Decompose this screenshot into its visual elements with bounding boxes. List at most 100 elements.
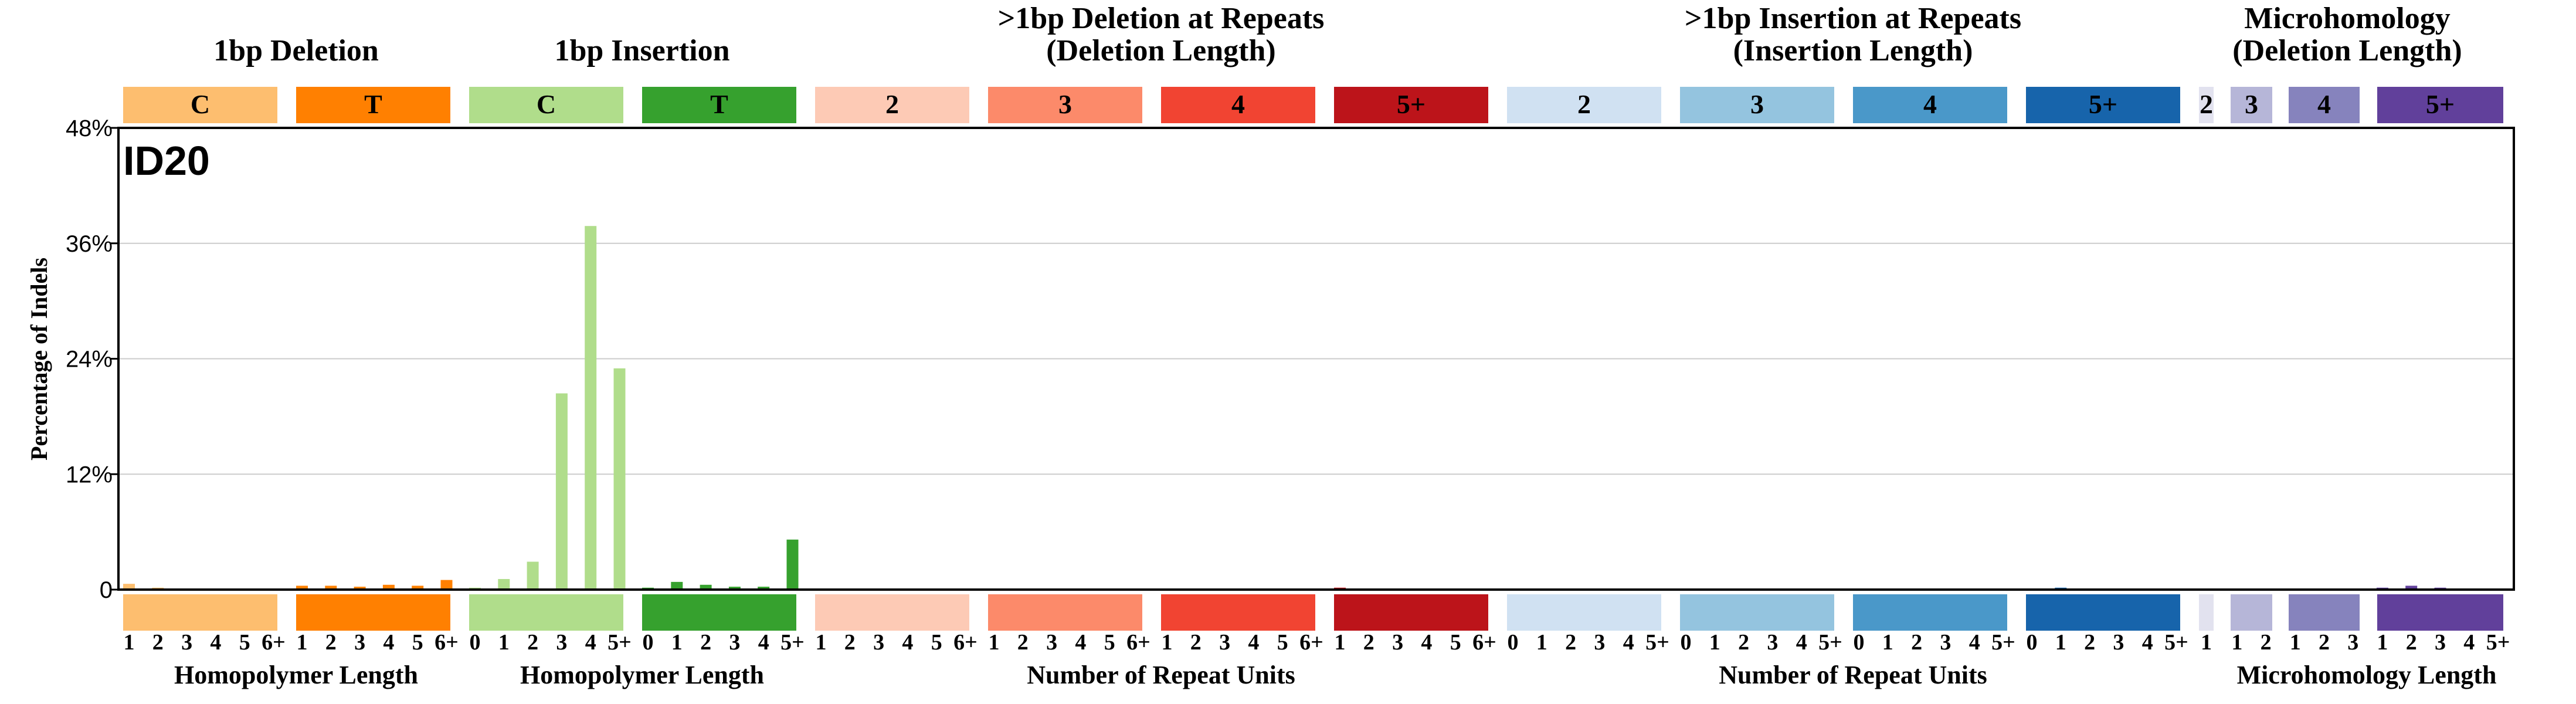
bottom-category-strips — [123, 594, 2503, 631]
group-headers: 1bp Deletion 1bp Insertion >1bp Deletion a… — [213, 2, 2462, 67]
x-axis-label: Homopolymer Length — [520, 661, 764, 689]
top-strip-4-0 — [2199, 87, 2214, 123]
y-tick-labels: 0 12% 24% 36% 48% — [66, 116, 118, 603]
x-tick-label: 2 — [1738, 630, 1749, 655]
x-tick-label: 0 — [1681, 630, 1692, 655]
x-axis-label: Number of Repeat Units — [1027, 661, 1295, 689]
x-tick-label: 5 — [412, 630, 423, 655]
bars — [123, 226, 2504, 590]
x-axis-label: Number of Repeat Units — [1719, 661, 1987, 689]
x-tick-label: 3 — [1219, 630, 1230, 655]
x-tick-label: 0 — [470, 630, 481, 655]
group-title: 1bp Deletion — [213, 34, 379, 67]
x-tick-label: 4 — [1796, 630, 1807, 655]
top-strip-4-1 — [2231, 87, 2272, 123]
top-strip-label: 5+ — [1397, 89, 1426, 119]
top-strip-label: 5+ — [2089, 89, 2117, 119]
top-strip-label: T — [364, 89, 382, 119]
x-tick-label: 5+ — [1818, 630, 1842, 655]
x-tick-label: 1 — [2231, 630, 2242, 655]
x-tick-label: 6+ — [1299, 630, 1323, 655]
x-tick-label: 4 — [2142, 630, 2153, 655]
x-tick-label: 1 — [816, 630, 827, 655]
x-tick-label: 5+ — [2164, 630, 2188, 655]
x-tick-label: 4 — [1623, 630, 1634, 655]
x-axis-label: Microhomology Length — [2237, 661, 2497, 689]
x-tick-label: 2 — [152, 630, 164, 655]
top-strip-label: 5+ — [2426, 89, 2455, 119]
x-tick-label: 5 — [239, 630, 250, 655]
bar — [498, 578, 510, 590]
bar — [585, 226, 597, 590]
x-tick-label: 4 — [383, 630, 394, 655]
x-tick-label: 4 — [902, 630, 913, 655]
x-tick-label: 2 — [1363, 630, 1374, 655]
bottom-strip-2-2 — [1161, 594, 1315, 631]
top-strip-0-0 — [123, 87, 277, 123]
bottom-strip-3-0 — [1507, 594, 1661, 631]
x-tick-label: 0 — [2027, 630, 2038, 655]
top-strip-1-1 — [642, 87, 796, 123]
x-tick-label: 1 — [1536, 630, 1547, 655]
x-tick-label: 3 — [1046, 630, 1057, 655]
top-strip-label: T — [710, 89, 728, 119]
group-title: 1bp Insertion — [554, 34, 729, 67]
x-tick-label: 2 — [700, 630, 711, 655]
top-strip-3-0 — [1507, 87, 1661, 123]
x-tick-label: 2 — [527, 630, 538, 655]
x-tick-label: 3 — [1940, 630, 1951, 655]
x-tick-label: 5+ — [780, 630, 805, 655]
x-tick-label: 4 — [758, 630, 769, 655]
x-tick-label: 0 — [1508, 630, 1519, 655]
bar — [123, 584, 135, 590]
x-tick-label: 4 — [1075, 630, 1086, 655]
x-tick-label: 6+ — [953, 630, 978, 655]
chart-title: ID20 — [123, 138, 210, 184]
bottom-strip-3-2 — [1853, 594, 2007, 631]
bar — [700, 584, 712, 590]
bar — [613, 368, 626, 590]
x-tick-label: 2 — [1565, 630, 1576, 655]
top-strip-0-1 — [296, 87, 450, 123]
top-strip-label: C — [537, 89, 556, 119]
top-strip-label: 3 — [1058, 89, 1072, 119]
grid-lines — [118, 242, 2514, 475]
top-strip-label: 4 — [1923, 89, 1937, 119]
bar — [354, 587, 366, 590]
bar — [412, 585, 424, 590]
bottom-strip-2-1 — [988, 594, 1142, 631]
x-tick-label: 3 — [181, 630, 192, 655]
bar — [555, 393, 568, 590]
x-tick-label: 1 — [297, 630, 308, 655]
x-tick-label: 2 — [1911, 630, 1922, 655]
bottom-strip-4-0 — [2199, 594, 2214, 631]
x-tick-label: 4 — [585, 630, 596, 655]
bottom-strip-4-3 — [2377, 594, 2503, 631]
bottom-strip-4-1 — [2231, 594, 2272, 631]
top-category-strips: C T C T 2 3 4 5+ 2 3 4 5+ 2 3 4 5+ — [123, 87, 2503, 123]
top-strip-label: 2 — [885, 89, 899, 119]
x-tick-label: 5 — [931, 630, 942, 655]
bar — [527, 561, 539, 590]
x-tick-label: 5+ — [1645, 630, 1669, 655]
x-tick-label: 4 — [2463, 630, 2475, 655]
top-strip-4-2 — [2289, 87, 2360, 123]
y-tick-label: 36% — [66, 231, 113, 257]
top-strip-label: 2 — [2200, 89, 2213, 119]
y-axis-label: Percentage of Indels — [26, 258, 52, 461]
top-strip-1-0 — [469, 87, 623, 123]
x-tick-label: 3 — [556, 630, 567, 655]
x-tick-label: 3 — [2113, 630, 2124, 655]
top-strip-4-3 — [2377, 87, 2503, 123]
x-tick-label: 5 — [1450, 630, 1461, 655]
bottom-strip-0-1 — [296, 594, 450, 631]
group-subtitle: (Deletion Length) — [1046, 34, 1275, 67]
x-tick-label: 1 — [124, 630, 135, 655]
bottom-strip-2-0 — [815, 594, 969, 631]
y-tick-label: 12% — [66, 462, 113, 488]
x-tick-label: 6+ — [1472, 630, 1496, 655]
x-tick-label: 1 — [2055, 630, 2066, 655]
top-strip-label: C — [191, 89, 210, 119]
group-title: Microhomology — [2244, 2, 2450, 35]
